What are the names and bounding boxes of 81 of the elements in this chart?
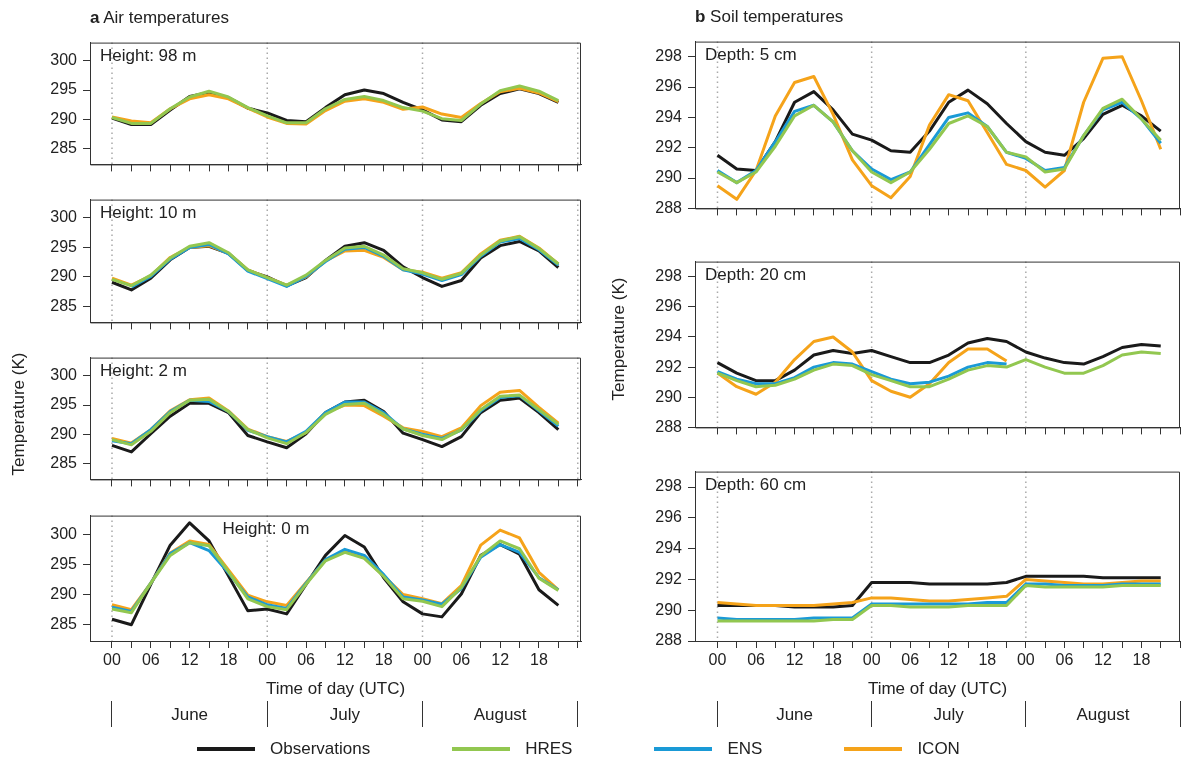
annotation: Height: 0 m (222, 519, 310, 538)
chart-title: a Air temperatures (90, 8, 229, 27)
y-tick-label: 295 (50, 554, 78, 572)
y-axis-title: Temperature (K) (608, 277, 628, 400)
x-tick-label: 18 (824, 651, 843, 669)
y-tick-label: 290 (50, 267, 78, 285)
y-tick-label: 290 (50, 584, 78, 602)
annotation: Depth: 5 cm (705, 45, 797, 64)
y-tick-label: 300 (50, 208, 78, 226)
x-tick-label: 18 (1132, 651, 1151, 669)
x-axis-title: Time of day (UTC) (867, 679, 1008, 698)
x-tick-label: 00 (413, 651, 432, 669)
y-tick-label: 296 (655, 77, 683, 95)
x-tick-label: 18 (219, 651, 238, 669)
x-tick-label: 12 (785, 651, 804, 669)
x-tick-label: 00 (1016, 651, 1035, 669)
y-tick-label: 292 (655, 569, 683, 587)
legend-label: ICON (917, 739, 960, 758)
y-tick-label: 298 (655, 267, 683, 285)
x-tick-label: 00 (862, 651, 881, 669)
y-tick-label: 290 (50, 424, 78, 442)
x-tick-label: 06 (141, 651, 160, 669)
annotation: Height: 98 m (100, 46, 197, 65)
x-tick-label: 00 (258, 651, 277, 669)
y-tick-label: 295 (50, 80, 78, 98)
x-tick-label: 18 (978, 651, 997, 669)
text: August (1076, 705, 1130, 724)
x-tick-label: 06 (297, 651, 316, 669)
y-tick-label: 288 (655, 631, 683, 649)
y-tick-label: 300 (50, 51, 78, 69)
annotation: Height: 2 m (100, 361, 187, 380)
y-tick-label: 300 (50, 366, 78, 384)
x-tick-label: 12 (491, 651, 510, 669)
y-tick-label: 296 (655, 508, 683, 526)
legend-label: Observations (270, 739, 371, 758)
y-tick-label: 285 (50, 615, 78, 633)
annotation: Height: 10 m (100, 203, 197, 222)
x-tick-label: 12 (180, 651, 199, 669)
x-tick-label: 12 (939, 651, 958, 669)
y-tick-label: 295 (50, 395, 78, 413)
y-tick-label: 294 (655, 539, 683, 557)
y-tick-label: 294 (655, 327, 683, 345)
y-tick-label: 288 (655, 198, 683, 216)
x-tick-label: 06 (1055, 651, 1074, 669)
y-tick-label: 290 (655, 387, 683, 405)
text: July (933, 705, 964, 724)
text: July (329, 705, 360, 724)
y-tick-label: 285 (50, 139, 78, 156)
annotation: Depth: 60 cm (705, 475, 807, 494)
y-tick-label: 285 (50, 296, 78, 314)
annotation: Depth: 20 cm (705, 265, 807, 284)
y-tick-label: 290 (655, 168, 683, 186)
y-tick-label: 290 (655, 600, 683, 618)
x-tick-label: 00 (103, 651, 121, 669)
x-tick-label: 12 (335, 651, 354, 669)
y-tick-label: 288 (655, 417, 683, 435)
y-axis-title: Temperature (K) (8, 352, 28, 476)
x-tick-label: 06 (452, 651, 471, 669)
x-tick-label: 06 (747, 651, 766, 669)
y-tick-label: 285 (50, 454, 78, 471)
y-tick-label: 300 (50, 524, 78, 542)
y-tick-label: 294 (655, 107, 683, 125)
text: June (171, 705, 209, 724)
y-tick-label: 298 (655, 477, 683, 495)
x-tick-label: 12 (1094, 651, 1112, 669)
y-tick-label: 298 (655, 47, 683, 65)
x-tick-label: 18 (530, 651, 548, 669)
x-tick-label: 18 (374, 651, 393, 669)
y-tick-label: 292 (655, 138, 683, 156)
text: June (776, 705, 813, 724)
x-tick-label: 00 (708, 651, 727, 669)
legend-label: ENS (727, 739, 763, 758)
text: August (473, 705, 527, 724)
y-tick-label: 296 (655, 297, 683, 315)
y-tick-label: 292 (655, 357, 683, 375)
x-tick-label: 06 (901, 651, 920, 669)
y-tick-label: 290 (50, 109, 78, 127)
y-tick-label: 295 (50, 237, 78, 255)
x-axis-title: Time of day (UTC) (265, 679, 406, 698)
chart-title: b Soil temperatures (695, 7, 844, 26)
legend-label: HRES (525, 739, 573, 758)
